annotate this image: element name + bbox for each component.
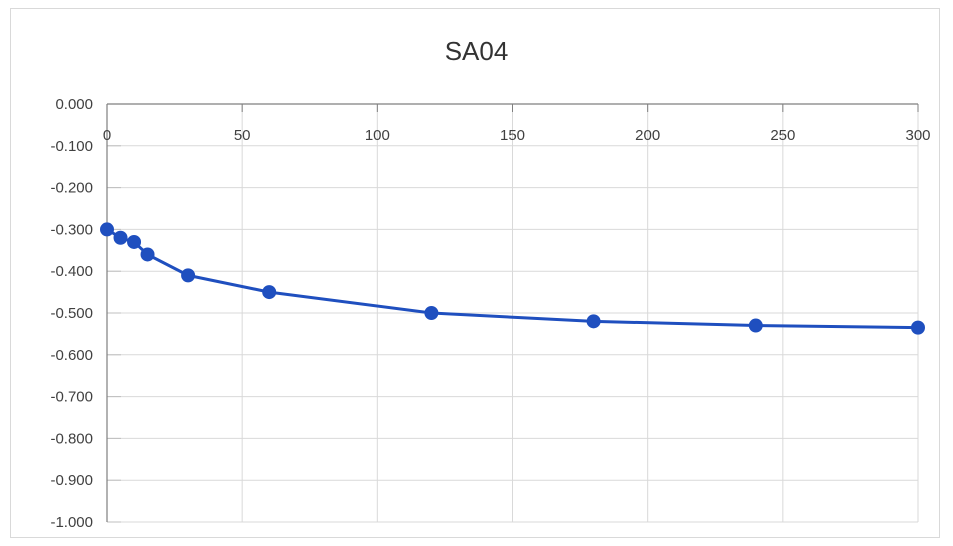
x-tick-label: 0 — [103, 127, 111, 144]
y-tick-label: -1.000 — [50, 514, 93, 531]
x-tick-label: 50 — [234, 127, 251, 144]
data-point — [127, 234, 142, 249]
y-tick-label: -0.600 — [50, 347, 93, 364]
data-point — [424, 306, 439, 320]
chart-title: SA04 — [444, 36, 509, 66]
grid-lines — [107, 104, 919, 523]
x-tick-label: 150 — [500, 127, 525, 144]
y-tick-label: -0.900 — [50, 472, 93, 489]
data-point — [181, 268, 196, 283]
data-point — [100, 222, 114, 237]
data-point — [748, 318, 763, 333]
series-layer — [100, 222, 925, 335]
axes — [106, 103, 919, 523]
series-line — [106, 228, 919, 330]
data-point — [262, 285, 277, 300]
y-tick-label: -0.300 — [50, 221, 93, 238]
x-tick-label: 200 — [635, 127, 660, 144]
data-point — [911, 320, 925, 335]
data-point — [140, 247, 155, 262]
y-tick-label: -0.500 — [50, 305, 93, 322]
tick-labels: 0.000 -0.100 -0.200 -0.300 -0.400 -0.500 -0.60… — [50, 96, 930, 531]
data-point — [586, 314, 601, 329]
x-tick-label: 300 — [905, 127, 930, 144]
y-tick-label: 0.000 — [55, 96, 93, 113]
x-tick-label: 100 — [365, 127, 390, 144]
y-tick-label: -0.400 — [50, 263, 93, 280]
data-point — [113, 230, 128, 245]
y-tick-label: -0.100 — [50, 138, 93, 155]
y-tick-label: -0.200 — [50, 180, 93, 197]
y-tick-label: -0.700 — [50, 389, 93, 406]
y-tick-label: -0.800 — [50, 430, 93, 447]
chart-frame — [10, 8, 940, 538]
x-tick-label: 250 — [770, 127, 795, 144]
